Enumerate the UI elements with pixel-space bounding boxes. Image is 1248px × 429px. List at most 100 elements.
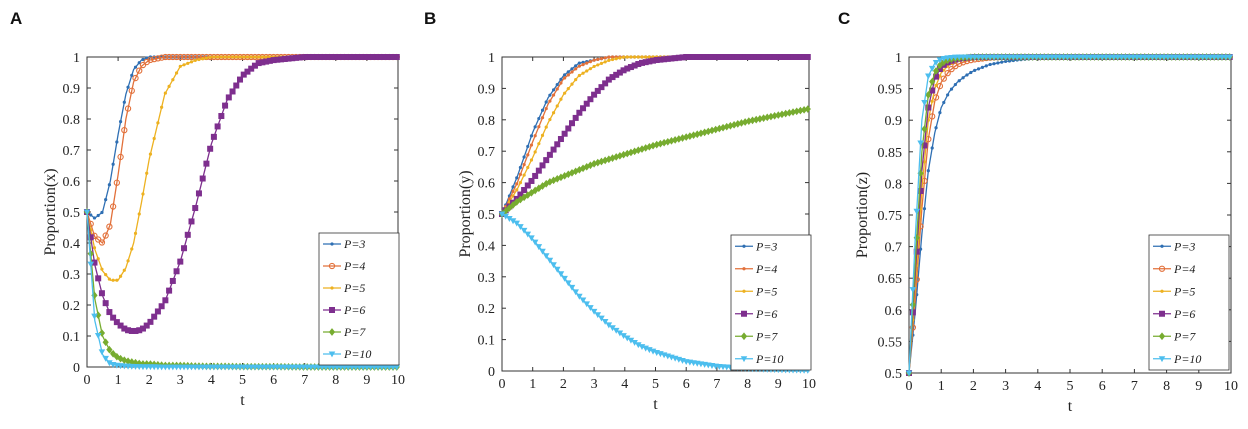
data-point [587, 305, 594, 311]
data-point [245, 55, 250, 59]
x-tick-label: 0 [84, 373, 91, 388]
data-point [585, 61, 589, 65]
data-point [521, 187, 528, 194]
series-p-6 [498, 54, 811, 217]
y-tick-label: 0.9 [63, 82, 81, 97]
data-point [986, 54, 994, 61]
data-point [942, 100, 946, 105]
data-point [528, 177, 535, 184]
data-point [930, 99, 934, 103]
x-tick-label: 1 [115, 373, 122, 388]
data-point [1017, 54, 1025, 61]
y-tick-label: 0.5 [885, 367, 903, 382]
x-axis-title: t [1068, 398, 1073, 415]
data-point [1222, 54, 1230, 61]
legend-swatch-marker [330, 286, 334, 290]
data-point [109, 203, 117, 210]
data-point [1040, 54, 1048, 61]
legend-item: P=5 [1153, 284, 1195, 298]
data-point [537, 142, 541, 146]
data-point [311, 364, 318, 371]
data-point [169, 364, 177, 371]
data-point [151, 55, 158, 63]
data-point [1110, 54, 1118, 61]
data-point [1106, 54, 1114, 61]
data-point [255, 364, 262, 371]
data-point [596, 57, 600, 61]
data-point [555, 83, 559, 87]
legend-label: P=10 [1173, 352, 1201, 366]
y-tick-label: 0.6 [885, 304, 903, 319]
data-point [106, 345, 113, 354]
data-point [550, 262, 557, 269]
data-point [605, 322, 613, 329]
data-point [233, 82, 240, 89]
data-point [537, 116, 541, 121]
data-point [1000, 60, 1004, 64]
legend-label: P=4 [343, 259, 365, 273]
x-tick-label: 10 [1224, 379, 1238, 394]
data-point [165, 53, 173, 61]
data-point [1129, 54, 1137, 61]
data-point [550, 146, 557, 153]
data-point [274, 364, 281, 371]
data-point [577, 61, 581, 65]
data-point [227, 55, 231, 59]
data-point [1226, 54, 1233, 61]
data-point [925, 73, 932, 80]
data-point [804, 105, 811, 113]
data-point [531, 239, 539, 246]
data-point [572, 289, 579, 296]
data-point [315, 364, 322, 371]
data-point [264, 55, 268, 59]
data-point [1191, 54, 1199, 61]
data-point [122, 100, 126, 104]
data-point [171, 78, 175, 82]
legend-label: P=4 [755, 262, 777, 276]
legend-item: P=10 [323, 347, 371, 361]
data-point [184, 53, 191, 61]
data-point [1153, 54, 1160, 61]
series-p-10 [905, 54, 1233, 377]
data-point [83, 209, 91, 216]
data-point [540, 116, 545, 120]
data-point [100, 210, 104, 215]
data-point [106, 223, 113, 230]
x-tick-label: 8 [744, 377, 751, 392]
data-point [568, 284, 576, 291]
data-point [566, 87, 570, 91]
data-point [169, 53, 176, 61]
data-point [959, 54, 967, 61]
legend-item: P=7 [735, 329, 778, 343]
data-point [973, 68, 977, 72]
data-point [141, 57, 145, 62]
data-point [113, 179, 121, 186]
data-point [583, 100, 590, 107]
data-point [1141, 54, 1148, 61]
series-line [86, 56, 398, 245]
legend-label: P=10 [343, 347, 371, 361]
legend-swatch-marker [1159, 310, 1166, 317]
y-tick-label: 0 [73, 361, 80, 376]
data-point [240, 364, 248, 371]
data-point [98, 349, 106, 356]
data-point [602, 80, 609, 87]
data-point [98, 290, 105, 297]
legend-swatch-marker [328, 262, 336, 270]
data-point [940, 75, 947, 82]
data-point [561, 275, 568, 282]
data-point [984, 64, 988, 68]
data-point [111, 278, 115, 282]
data-point [253, 55, 257, 59]
data-point [540, 108, 545, 112]
data-point [592, 64, 596, 69]
data-point [992, 62, 996, 66]
data-point [568, 120, 575, 127]
data-point [546, 257, 554, 264]
data-point [1029, 54, 1036, 61]
data-point [1149, 54, 1156, 61]
y-tick-label: 1 [895, 51, 902, 66]
data-point [921, 100, 928, 106]
panel-letter: C [838, 9, 850, 28]
